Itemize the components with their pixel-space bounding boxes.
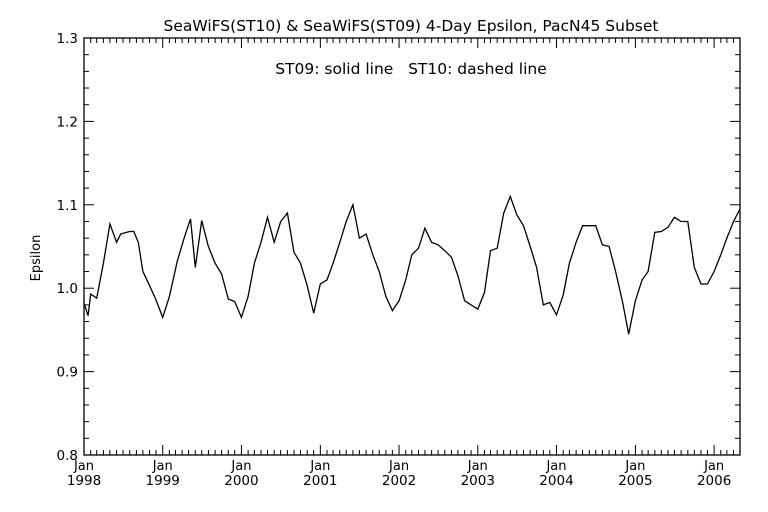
x-tick-year-label: 2003 (461, 473, 495, 489)
y-axis-label: Epsilon (29, 235, 44, 282)
series-line-1 (83, 194, 741, 335)
x-tick-year-label: 2005 (618, 473, 652, 489)
x-tick-month-label: Jan (73, 459, 94, 474)
x-tick-month-label: Jan (624, 459, 645, 474)
x-tick-year-label: 1998 (67, 473, 101, 489)
x-tick-month-label: Jan (388, 459, 409, 474)
x-tick-month-label: Jan (152, 459, 173, 474)
x-tick-year-label: 2004 (539, 473, 573, 489)
x-tick-month-label: Jan (545, 459, 566, 474)
x-tick-year-label: 1999 (146, 473, 180, 489)
y-tick-label: 0.8 (57, 448, 78, 464)
y-tick-label: 1.0 (57, 281, 78, 297)
series-annotation: ST09: solid line ST10: dashed line (275, 60, 547, 78)
plot-frame (83, 37, 741, 456)
y-tick-label: 1.1 (57, 198, 78, 214)
y-tick-label: 1.2 (57, 114, 78, 130)
x-tick-year-label: 2001 (303, 473, 337, 489)
x-tick-year-label: 2006 (697, 473, 731, 489)
x-tick-month-label: Jan (467, 459, 488, 474)
x-tick-year-label: 2000 (224, 473, 258, 489)
x-tick-month-label: Jan (230, 459, 251, 474)
x-tick-month-label: Jan (703, 459, 724, 474)
y-tick-label: 0.9 (57, 365, 78, 381)
chart-title: SeaWiFS(ST10) & SeaWiFS(ST09) 4-Day Epsi… (164, 17, 659, 35)
y-tick-label: 1.3 (57, 31, 78, 47)
x-tick-year-label: 2002 (382, 473, 416, 489)
x-tick-month-label: Jan (309, 459, 330, 474)
